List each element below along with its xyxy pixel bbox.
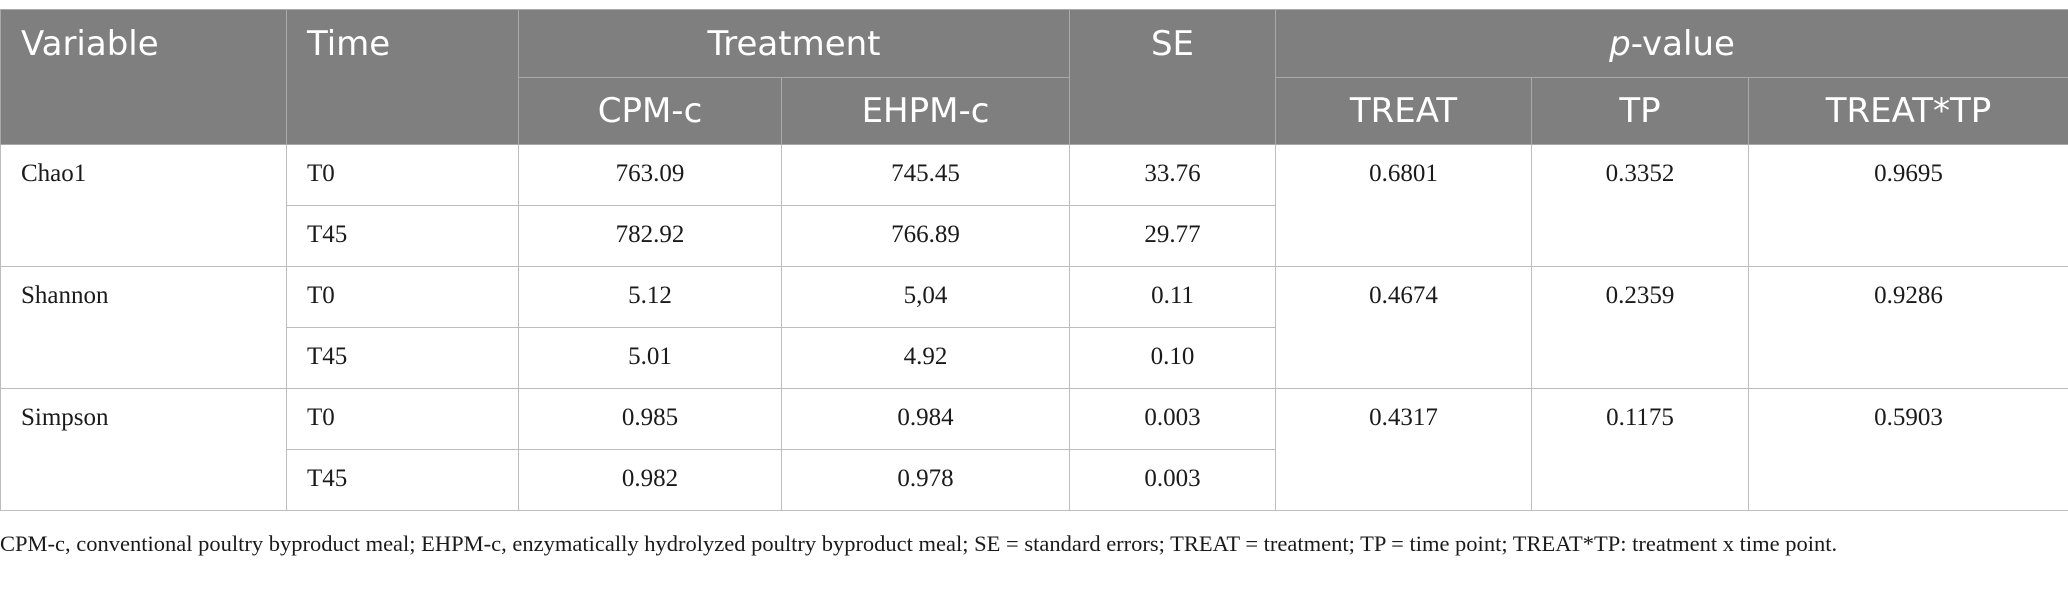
results-table: Variable Time Treatment SE p-value CPM-c… [0,9,2068,511]
cell-variable: Chao1 [0,144,287,267]
cell-time: T45 [286,327,519,389]
cell-tp: 0.2359 [1531,266,1750,389]
cell-se: 0.10 [1069,327,1277,389]
table-row: Chao1 T0 763.09 745.45 33.76 0.6801 0.33… [0,144,2068,267]
header-variable: Variable [0,9,287,145]
cell-ehpm: 766.89 [780,205,1071,267]
header-ehpm: EHPM-c [780,77,1071,145]
cell-variable: Shannon [0,266,287,389]
cell-cpm: 5.01 [518,327,782,389]
cell-tp: 0.3352 [1531,144,1750,267]
cell-ehpm: 5,04 [780,266,1071,328]
cell-se: 0.11 [1069,266,1277,328]
cell-cpm: 782.92 [518,205,782,267]
table-row: Shannon T0 5.12 5,04 0.11 0.4674 0.2359 … [0,266,2068,389]
cell-cpm: 5.12 [518,266,782,328]
table-row: T45 0.982 0.978 0.003 [1,449,2068,511]
table-header: Variable Time Treatment SE p-value CPM-c… [0,9,2068,145]
header-treat: TREAT [1275,77,1533,145]
cell-time: T45 [286,205,519,267]
header-treatment: Treatment [517,9,1071,78]
cell-ehpm: 4.92 [780,327,1071,389]
header-cpm: CPM-c [518,77,782,145]
header-pvalue-p: p [1609,23,1631,64]
cell-treat-tp: 0.9695 [1748,144,2068,267]
cell-variable: Simpson [0,388,287,511]
cell-se: 0.003 [1069,449,1277,511]
cell-time: T0 [286,144,519,206]
header-pvalue: p-value [1275,9,2068,78]
header-pvalue-rest: -value [1630,23,1735,64]
cell-treat-tp: 0.5903 [1748,388,2068,511]
cell-time: T45 [286,449,519,511]
table-row: Simpson T0 0.985 0.984 0.003 0.4317 0.11… [0,388,2068,511]
header-tp: TP [1531,77,1750,145]
cell-ehpm: 0.984 [780,388,1071,450]
cell-treat-tp: 0.9286 [1748,266,2068,389]
cell-time: T0 [286,266,519,328]
cell-ehpm: 0.978 [780,449,1071,511]
cell-cpm: 763.09 [518,144,782,206]
table-footnote: CPM-c, conventional poultry byproduct me… [0,531,1838,556]
cell-treat: 0.6801 [1275,144,1533,267]
cell-se: 33.76 [1069,144,1277,206]
cell-treat: 0.4317 [1275,388,1533,511]
cell-cpm: 0.985 [518,388,782,450]
cell-se: 29.77 [1069,205,1277,267]
header-treat-tp: TREAT*TP [1748,77,2068,145]
cell-tp: 0.1175 [1531,388,1750,511]
cell-time: T0 [286,388,519,450]
cell-cpm: 0.982 [518,449,782,511]
cell-treat: 0.4674 [1275,266,1533,389]
cell-se: 0.003 [1069,388,1277,450]
header-time: Time [286,9,519,145]
cell-ehpm: 745.45 [780,144,1071,206]
header-se: SE [1069,9,1277,145]
table-body: Chao1 T0 763.09 745.45 33.76 0.6801 0.33… [0,144,2068,511]
